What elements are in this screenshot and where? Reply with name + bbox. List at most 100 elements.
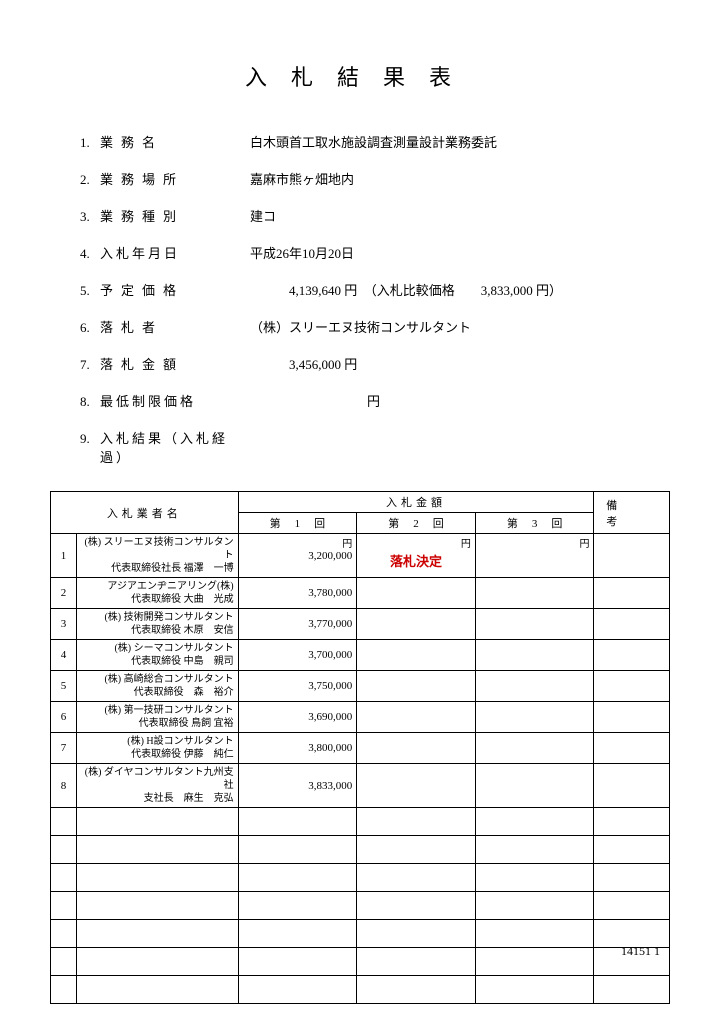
empty-cell xyxy=(475,864,594,892)
field-row: 6.落札者（株）スリーエヌ技術コンサルタント xyxy=(80,317,670,336)
company-name: (株) ダイヤコンサルタント九州支社支社長 麻生 克弘 xyxy=(76,764,238,808)
round1-amount: 3,780,000 xyxy=(238,578,357,609)
empty-cell xyxy=(51,864,77,892)
empty-cell xyxy=(475,892,594,920)
field-value: 4,139,640 円 （入札比較価格 3,833,000 円） xyxy=(250,280,670,299)
table-row: 3(株) 技術開発コンサルタント代表取締役 木原 安信3,770,000 xyxy=(51,609,670,640)
empty-cell xyxy=(238,892,357,920)
field-label: 業務種別 xyxy=(100,206,250,225)
field-row: 7.落札金額 3,456,000 円 xyxy=(80,354,670,373)
page-footer: 14151 1 xyxy=(621,944,660,959)
empty-cell xyxy=(51,948,77,976)
empty-cell xyxy=(357,808,476,836)
round2-amount xyxy=(357,578,476,609)
round3-amount xyxy=(475,609,594,640)
remark-cell xyxy=(594,764,670,808)
empty-cell xyxy=(357,864,476,892)
empty-cell xyxy=(238,920,357,948)
round1-amount: 3,770,000 xyxy=(238,609,357,640)
empty-cell xyxy=(76,948,238,976)
table-row xyxy=(51,892,670,920)
field-number: 3. xyxy=(80,209,100,225)
empty-cell xyxy=(51,976,77,1004)
round2-amount xyxy=(357,764,476,808)
empty-cell xyxy=(594,808,670,836)
table-row xyxy=(51,864,670,892)
field-value: 白木頭首工取水施設調査測量設計業務委託 xyxy=(250,132,670,151)
field-value: 嘉麻市熊ヶ畑地内 xyxy=(250,169,670,188)
remark-cell xyxy=(594,609,670,640)
empty-cell xyxy=(357,976,476,1004)
empty-cell xyxy=(238,836,357,864)
row-number: 8 xyxy=(51,764,77,808)
empty-cell xyxy=(357,836,476,864)
empty-cell xyxy=(238,976,357,1004)
row-number: 3 xyxy=(51,609,77,640)
field-label: 落札金額 xyxy=(100,354,250,373)
table-row xyxy=(51,948,670,976)
empty-cell xyxy=(76,836,238,864)
field-number: 5. xyxy=(80,283,100,299)
table-row xyxy=(51,976,670,1004)
remark-cell xyxy=(594,578,670,609)
field-number: 8. xyxy=(80,394,100,410)
field-row: 3.業務種別建コ xyxy=(80,206,670,225)
empty-cell xyxy=(475,920,594,948)
empty-cell xyxy=(51,920,77,948)
round3-amount xyxy=(475,578,594,609)
header-round2: 第2回 xyxy=(357,513,476,534)
round3-amount xyxy=(475,733,594,764)
remark-cell xyxy=(594,534,670,578)
empty-cell xyxy=(357,892,476,920)
table-row: 4(株) シーマコンサルタント代表取締役 中島 親司3,700,000 xyxy=(51,640,670,671)
round3-amount xyxy=(475,702,594,733)
empty-cell xyxy=(76,864,238,892)
field-value: （株）スリーエヌ技術コンサルタント xyxy=(250,317,670,336)
table-row: 8(株) ダイヤコンサルタント九州支社支社長 麻生 克弘3,833,000 xyxy=(51,764,670,808)
empty-cell xyxy=(594,836,670,864)
row-number: 5 xyxy=(51,671,77,702)
page-title: 入札結果表 xyxy=(50,60,670,92)
field-number: 7. xyxy=(80,357,100,373)
field-label: 入札結果（入札経過） xyxy=(100,428,250,466)
field-value: 建コ xyxy=(250,206,670,225)
field-label: 落札者 xyxy=(100,317,250,336)
company-name: (株) 第一技研コンサルタント代表取締役 鳥飼 宜裕 xyxy=(76,702,238,733)
field-row: 2.業務場所嘉麻市熊ヶ畑地内 xyxy=(80,169,670,188)
header-round1: 第1回 xyxy=(238,513,357,534)
empty-cell xyxy=(357,948,476,976)
round1-amount: 3,750,000 xyxy=(238,671,357,702)
empty-cell xyxy=(76,920,238,948)
empty-cell xyxy=(76,808,238,836)
round1-amount: 3,690,000 xyxy=(238,702,357,733)
round1-amount: 3,700,000 xyxy=(238,640,357,671)
round1-amount: 円3,200,000 xyxy=(238,534,357,578)
row-number: 2 xyxy=(51,578,77,609)
empty-cell xyxy=(51,892,77,920)
round3-amount xyxy=(475,640,594,671)
remark-cell xyxy=(594,733,670,764)
table-row xyxy=(51,808,670,836)
field-label: 最低制限価格 xyxy=(100,391,250,410)
field-number: 1. xyxy=(80,135,100,151)
company-name: (株) スリーエヌ技術コンサルタント代表取締役社長 福澤 一博 xyxy=(76,534,238,578)
round3-amount: 円 xyxy=(475,534,594,578)
field-value: 3,456,000 円 xyxy=(250,354,670,373)
round2-amount xyxy=(357,640,476,671)
empty-cell xyxy=(76,976,238,1004)
empty-cell xyxy=(475,808,594,836)
empty-cell xyxy=(238,948,357,976)
company-name: (株) 高崎総合コンサルタント代表取締役 森 裕介 xyxy=(76,671,238,702)
empty-cell xyxy=(475,976,594,1004)
empty-cell xyxy=(594,864,670,892)
empty-cell xyxy=(357,920,476,948)
field-row: 1.業務名白木頭首工取水施設調査測量設計業務委託 xyxy=(80,132,670,151)
table-row: 1(株) スリーエヌ技術コンサルタント代表取締役社長 福澤 一博円3,200,0… xyxy=(51,534,670,578)
empty-cell xyxy=(51,836,77,864)
company-name: (株) シーマコンサルタント代表取締役 中島 親司 xyxy=(76,640,238,671)
field-label: 業務名 xyxy=(100,132,250,151)
table-row: 6(株) 第一技研コンサルタント代表取締役 鳥飼 宜裕3,690,000 xyxy=(51,702,670,733)
round2-amount xyxy=(357,609,476,640)
unit-label: 円 xyxy=(579,535,589,550)
field-value: 円 xyxy=(250,391,670,410)
